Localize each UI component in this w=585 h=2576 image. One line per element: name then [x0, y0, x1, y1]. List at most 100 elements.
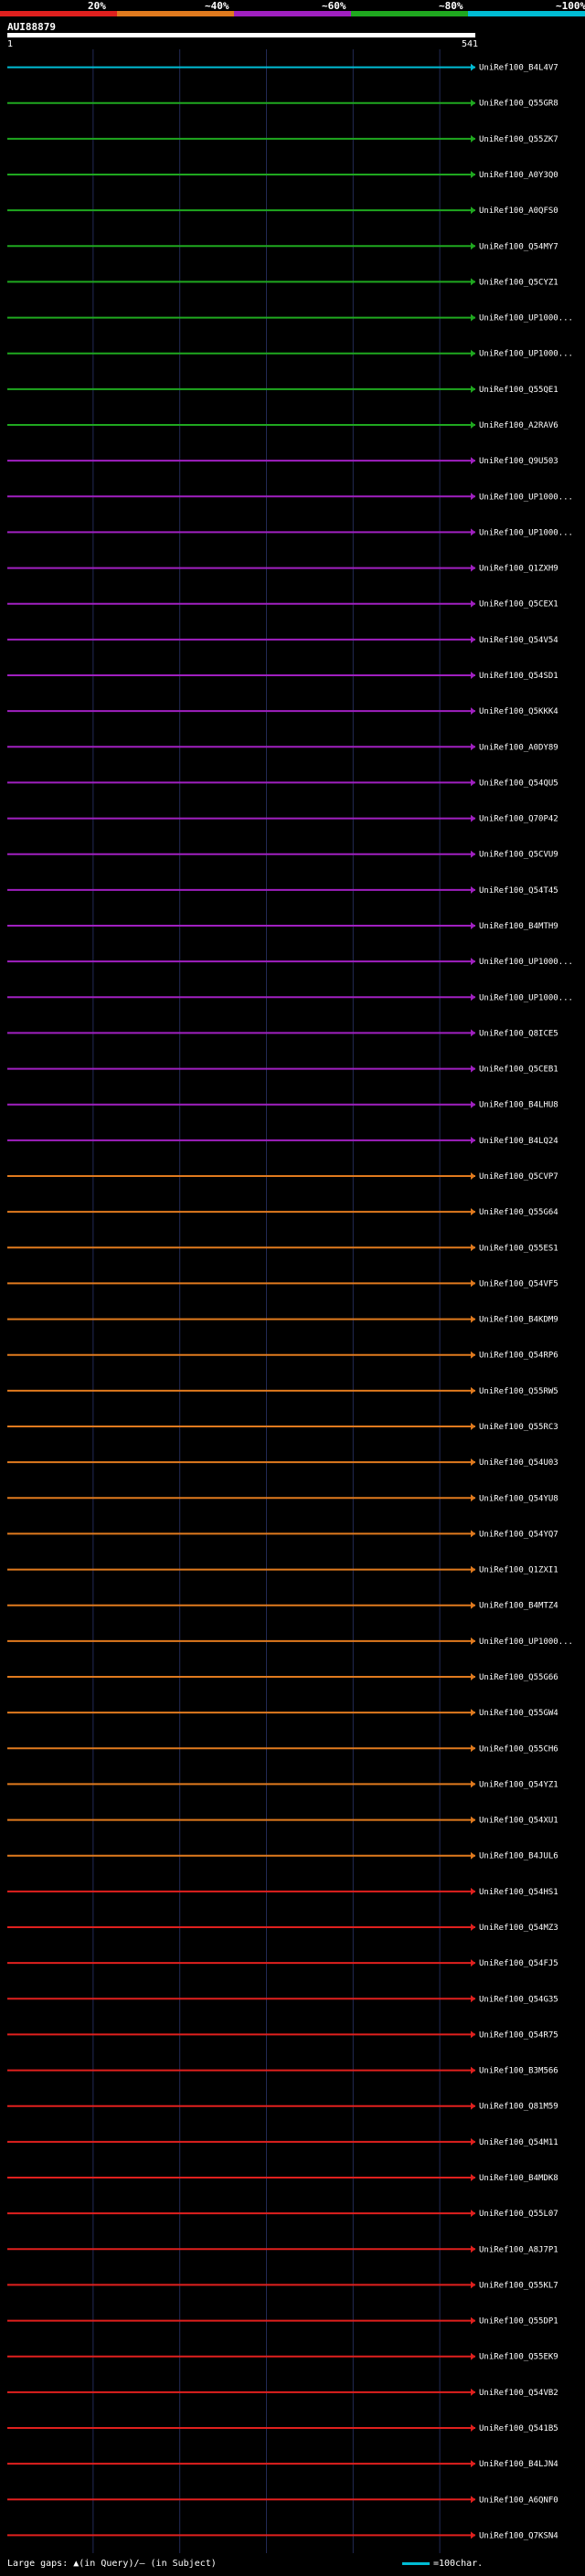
query-end-coord: 541 — [462, 39, 479, 49]
hit-label: UniRef100_Q54YZ1 — [479, 1780, 558, 1789]
hit-label: UniRef100_B4MTH9 — [479, 922, 558, 931]
hit-arrow — [471, 2174, 475, 2181]
hit-label: UniRef100_A8J7P1 — [479, 2245, 558, 2254]
hit-label: UniRef100_Q54M11 — [479, 2138, 558, 2147]
hit-arrow — [471, 2460, 475, 2468]
hit-label: UniRef100_Q54FJ5 — [479, 1959, 558, 1968]
hit-arrow — [471, 528, 475, 536]
hit-arrow — [471, 242, 475, 250]
hit-arrow — [471, 707, 475, 716]
hit-label: UniRef100_B4L4V7 — [479, 64, 558, 73]
hit-arrow — [471, 1386, 475, 1394]
hit-arrow — [471, 635, 475, 643]
hit-label: UniRef100_Q55ZK7 — [479, 135, 558, 144]
hit-label: UniRef100_Q54G35 — [479, 1995, 558, 2004]
hit-arrow — [471, 1673, 475, 1680]
hit-label: UniRef100_A2RAV6 — [479, 421, 558, 430]
hit-arrow — [471, 134, 475, 143]
hit-label: UniRef100_Q54V54 — [479, 636, 558, 645]
hit-arrow — [471, 349, 475, 357]
hit-arrow — [471, 421, 475, 429]
hit-arrow — [471, 1530, 475, 1538]
hit-label: UniRef100_Q5CEB1 — [479, 1065, 558, 1075]
hit-label: UniRef100_Q55KL7 — [479, 2281, 558, 2290]
hit-label: UniRef100_Q70P42 — [479, 815, 558, 824]
hit-arrow — [471, 814, 475, 822]
legend-label: ~40% — [205, 0, 229, 12]
query-title: AUI88879 — [7, 21, 56, 33]
legend-segment — [0, 11, 117, 16]
hit-arrow — [471, 885, 475, 894]
query-start-coord: 1 — [7, 39, 14, 49]
hit-arrow — [471, 1565, 475, 1574]
scale-line — [402, 2561, 430, 2565]
hit-arrow — [471, 1816, 475, 1824]
legend-label: 20% — [88, 0, 106, 12]
hit-label: UniRef100_Q54MZ3 — [479, 1924, 558, 1933]
hit-label: UniRef100_Q1ZXI1 — [479, 1566, 558, 1575]
hit-arrow — [471, 2066, 475, 2074]
hit-arrow — [471, 457, 475, 465]
hit-arrow — [471, 2281, 475, 2289]
hit-arrow — [471, 2137, 475, 2146]
hit-label: UniRef100_Q54VF5 — [479, 1279, 558, 1288]
alignment-plot: UniRef100_B4L4V7 UniRef100_Q55GR8 UniRef10… — [7, 49, 573, 2553]
hit-arrow — [471, 1172, 475, 1180]
hit-arrow — [471, 1780, 475, 1788]
hit-arrow — [471, 2424, 475, 2432]
hit-label: UniRef100_Q54SD1 — [479, 672, 558, 681]
hit-label: UniRef100_Q5CYZ1 — [479, 278, 558, 287]
scale-label: =100char. — [433, 2559, 484, 2569]
hit-label: UniRef100_Q55QE1 — [479, 386, 558, 395]
hit-arrow — [471, 1029, 475, 1037]
query-bar — [7, 33, 475, 37]
hit-label: UniRef100_Q54VB2 — [479, 2389, 558, 2398]
hit-arrow — [471, 1208, 475, 1216]
hit-label: UniRef100_Q55ES1 — [479, 1244, 558, 1253]
hit-label: UniRef100_Q1ZXH9 — [479, 565, 558, 574]
hit-arrow — [471, 1423, 475, 1430]
hit-arrow — [471, 1100, 475, 1108]
hit-label: UniRef100_Q5CVU9 — [479, 851, 558, 860]
hit-label: UniRef100_Q54U03 — [479, 1458, 558, 1468]
hit-label: UniRef100_Q54R75 — [479, 2030, 558, 2040]
hit-label: UniRef100_A6QNF0 — [479, 2496, 558, 2505]
hit-arrow — [471, 850, 475, 858]
hit-label: UniRef100_UP1000... — [479, 1638, 573, 1647]
hit-arrow — [471, 2388, 475, 2396]
hit-arrow — [471, 171, 475, 178]
hit-arrow — [471, 779, 475, 787]
hit-label: UniRef100_UP1000... — [479, 314, 573, 323]
scale-key: =100char. — [402, 2559, 483, 2569]
hit-arrow — [471, 2496, 475, 2504]
hit-label: UniRef100_Q55G66 — [479, 1673, 558, 1682]
hit-arrow — [471, 278, 475, 286]
hit-label: UniRef100_Q541B5 — [479, 2424, 558, 2433]
hit-arrow — [471, 672, 475, 679]
hit-arrow — [471, 922, 475, 929]
hit-arrow — [471, 1136, 475, 1144]
hit-label: UniRef100_Q55CH6 — [479, 1744, 558, 1754]
hit-arrow — [471, 2531, 475, 2539]
hit-arrow — [471, 2352, 475, 2360]
hit-label: UniRef100_Q54YU8 — [479, 1494, 558, 1503]
hit-label: UniRef100_Q54QU5 — [479, 779, 558, 788]
hit-label: UniRef100_B4LJN4 — [479, 2460, 558, 2469]
hit-label: UniRef100_B4JUL6 — [479, 1852, 558, 1861]
hit-arrow — [471, 2030, 475, 2039]
hit-label: UniRef100_Q54RP6 — [479, 1352, 558, 1361]
hit-arrow — [471, 1494, 475, 1502]
hit-arrow — [471, 385, 475, 393]
hit-arrow — [471, 2102, 475, 2110]
hit-arrow — [471, 1065, 475, 1073]
hit-label: UniRef100_B4KDM9 — [479, 1316, 558, 1325]
hit-arrow — [471, 1279, 475, 1288]
hit-label: UniRef100_Q55GW4 — [479, 1709, 558, 1718]
legend-label: ~80% — [439, 0, 463, 12]
hit-arrow — [471, 1601, 475, 1609]
hit-arrow — [471, 63, 475, 71]
legend-segment — [468, 11, 585, 16]
hit-arrow — [471, 207, 475, 215]
hit-arrow — [471, 564, 475, 572]
hit-label: UniRef100_B4LHU8 — [479, 1101, 558, 1110]
